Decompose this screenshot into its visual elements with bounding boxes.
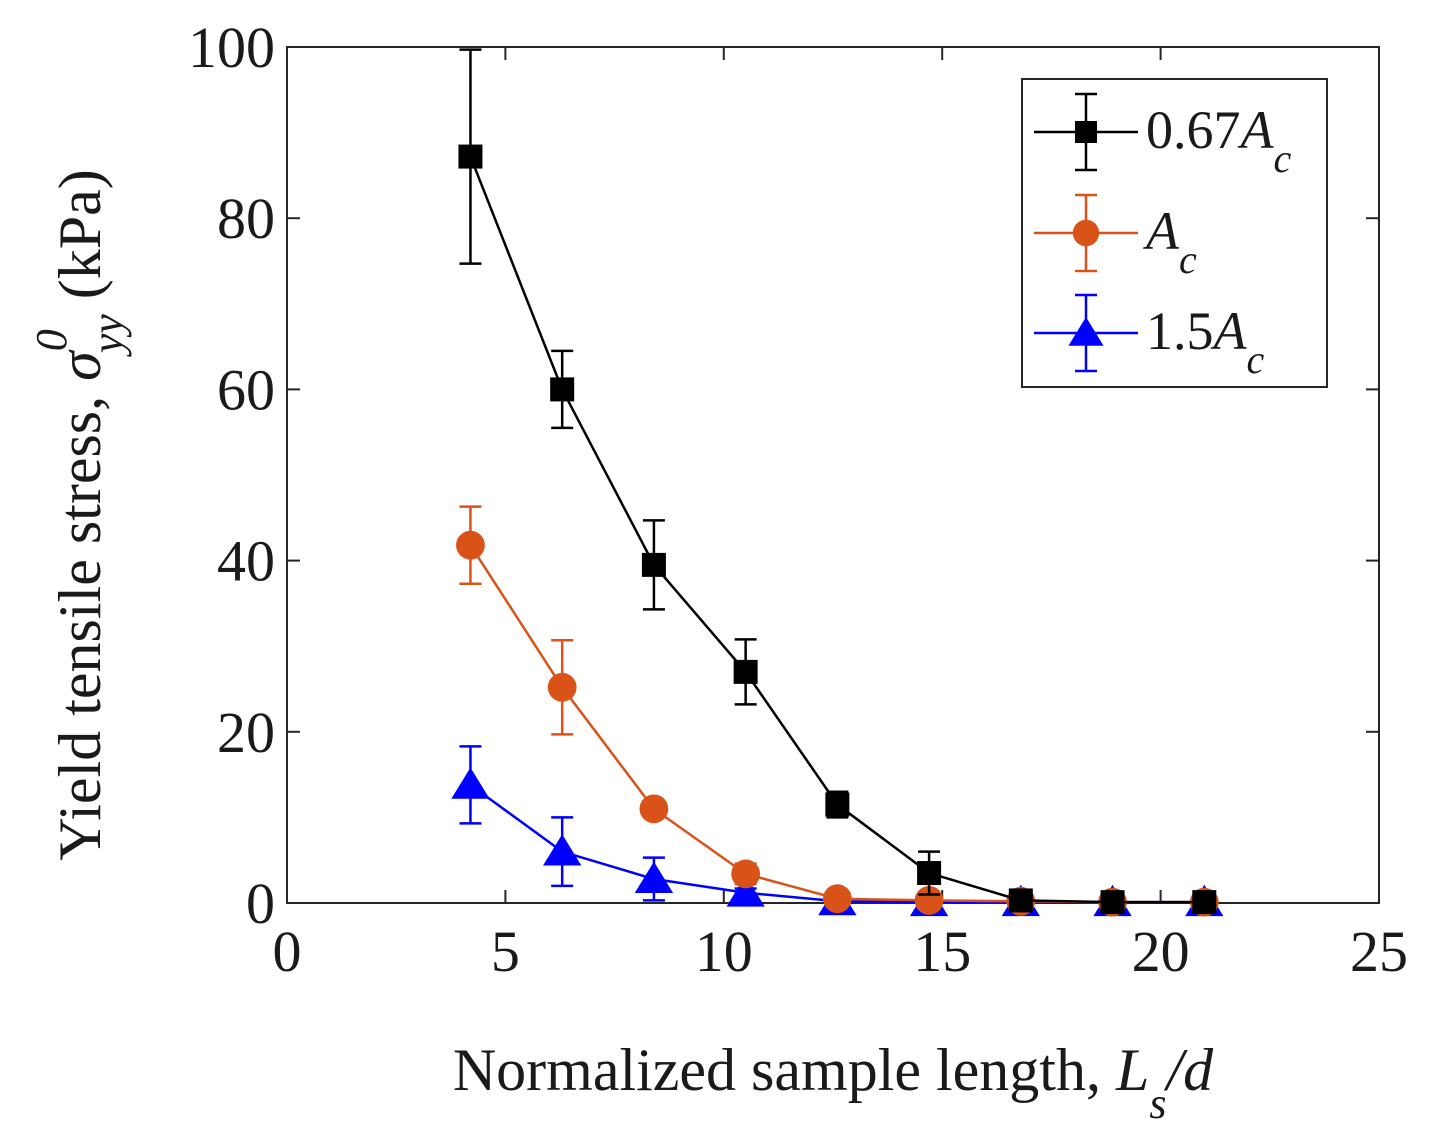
y-tick-label: 60 [217, 357, 275, 422]
data-point [543, 834, 582, 866]
data-point [547, 672, 577, 702]
x-tick-label: 15 [913, 919, 971, 984]
data-point [458, 144, 483, 169]
legend-label-sub: c [1274, 136, 1292, 181]
legend-label-prefix: 1.5 [1146, 301, 1214, 361]
y-axis-label: Yield tensile stress, σ0 yy (kPa) [27, 169, 132, 861]
x-tick-label: 20 [1132, 919, 1190, 984]
y-axis-label-tail: (kPa) [47, 169, 113, 314]
x-axis-label: Normalized sample length, Ls/d [453, 1037, 1214, 1128]
data-point [731, 859, 761, 889]
data-point [726, 875, 765, 907]
y-tick-label: 0 [246, 871, 275, 936]
series-square [458, 48, 1217, 915]
legend-item-circle: Ac [1034, 193, 1197, 282]
legend-label: Ac [1143, 201, 1197, 282]
x-axis-label-sub: s [1149, 1079, 1166, 1128]
legend-label: 1.5Ac [1146, 301, 1265, 382]
legend-label-var: A [1143, 201, 1180, 261]
legend-marker [1068, 317, 1104, 346]
axis-ticks: 0 5 10 15 20 25 0 20 40 60 80 100 [188, 15, 1408, 984]
x-tick-label: 25 [1350, 919, 1408, 984]
legend-label: 0.67Ac [1146, 100, 1292, 181]
x-tick-label: 5 [491, 919, 520, 984]
y-axis-label-main: Yield tensile stress, [47, 381, 113, 861]
data-point [1192, 890, 1217, 915]
legend-label-var: A [1211, 301, 1248, 361]
data-point [641, 552, 666, 577]
y-tick-label: 40 [217, 529, 275, 594]
x-axis-label-main: Normalized sample length, [453, 1037, 1116, 1103]
data-point [1008, 888, 1033, 913]
series-line [469, 544, 1205, 904]
legend-label-sub: c [1247, 337, 1265, 382]
y-tick-label: 20 [217, 700, 275, 765]
x-tick-label: 0 [273, 919, 302, 984]
data-point [634, 861, 674, 893]
y-tick-label: 80 [217, 186, 275, 251]
data-point [733, 659, 758, 684]
data-point [822, 884, 852, 914]
y-axis-label-sub: yy [83, 314, 132, 358]
legend-item-square: 0.67Ac [1034, 92, 1292, 181]
legend-marker [1072, 219, 1100, 247]
data-point [451, 767, 490, 799]
y-axis-label-var: σ [47, 349, 113, 381]
legend-label-prefix: 0.67 [1146, 100, 1241, 160]
x-axis-label-var: L [1115, 1037, 1149, 1103]
legend-marker [1075, 121, 1097, 143]
legend-label-var: A [1238, 100, 1275, 160]
data-point [456, 530, 485, 560]
data-point [1100, 890, 1125, 915]
data-point [825, 792, 850, 817]
x-tick-label: 10 [695, 919, 753, 984]
data-point [550, 377, 575, 402]
legend-item-triangle: 1.5Ac [1034, 293, 1265, 382]
data-series [451, 48, 1224, 917]
x-axis-label-tail: /d [1163, 1037, 1214, 1103]
y-axis-label-sup: 0 [27, 329, 76, 351]
data-point [639, 794, 669, 824]
legend-label-sub: c [1179, 237, 1197, 282]
data-point [917, 861, 942, 886]
axis-labels: Normalized sample length, Ls/d Yield tens… [27, 169, 1214, 1128]
y-tick-label: 100 [188, 15, 275, 80]
